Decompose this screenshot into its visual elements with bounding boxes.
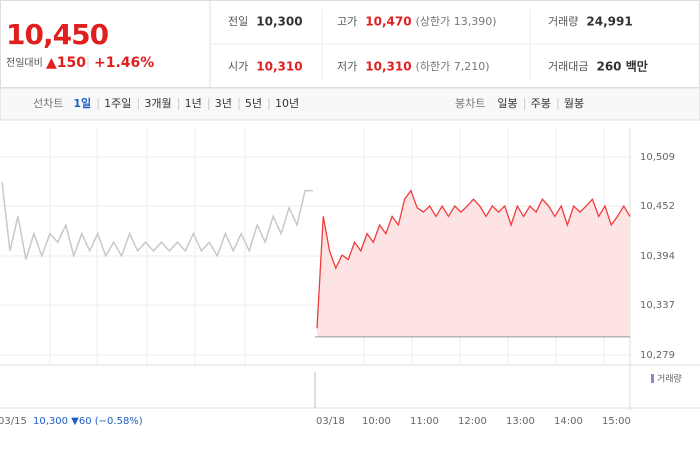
- stat-label: 고가: [337, 15, 357, 28]
- stat-value: 10,310: [256, 60, 302, 74]
- y-tick-label: 10,337: [640, 300, 675, 311]
- x-tick-label: 14:00: [554, 416, 583, 427]
- y-tick-label: 10,509: [640, 152, 675, 163]
- tab[interactable]: 3년: [215, 97, 232, 110]
- stat-label: 저가: [337, 60, 357, 73]
- stat-note: (하한가 7,210): [416, 59, 490, 73]
- stats: 전일 10,300 고가 10,470 (상한가 13,390) 거래량 24,991 시가 1…: [228, 14, 648, 74]
- previous-day-line: [1, 181, 313, 260]
- tab[interactable]: 1주일: [104, 96, 131, 110]
- stat-value: 10,470: [365, 15, 411, 29]
- prev-summary: 10,300 ▼60 (−0.58%): [33, 416, 143, 427]
- stat-note: (상한가 13,390): [416, 15, 497, 28]
- tab[interactable]: 월봉: [564, 97, 584, 110]
- x-tick-label: 13:00: [506, 416, 535, 427]
- x-tick-label: 03/18: [316, 416, 345, 427]
- volume-legend-swatch: [651, 374, 654, 383]
- stat-label: 시가: [228, 60, 248, 73]
- stat-value: 260 백만: [596, 59, 647, 74]
- y-tick-label: 10,279: [640, 350, 675, 361]
- stat-label: 거래대금: [548, 60, 588, 73]
- tab[interactable]: 1일: [73, 96, 91, 110]
- tab-group-label: 선차트: [33, 97, 63, 110]
- stat-label: 전일: [228, 14, 248, 28]
- stat-value: 24,991: [586, 15, 632, 29]
- tab-bar: [0, 87, 700, 121]
- tabs: 선차트 1일 1주일 3개월 1년 3년 5년 10년 봉차트 일봉 주봉 월봉: [33, 96, 584, 110]
- tab[interactable]: 3개월: [144, 97, 171, 110]
- x-tick-label: 10:00: [362, 416, 391, 427]
- change-label: 전일대비: [6, 57, 43, 69]
- tab[interactable]: 10년: [275, 97, 299, 110]
- change-rate: +1.46%: [94, 55, 154, 71]
- tab[interactable]: 5년: [245, 97, 262, 110]
- change: ▲150: [46, 55, 86, 71]
- today-line: [316, 189, 631, 329]
- x-tick-label: 15:00: [602, 416, 631, 427]
- stat-value: 10,300: [256, 15, 302, 29]
- today-area: [317, 190, 630, 337]
- chart: 10,509 10,452 10,394 10,337 10,279 거래량 03/15 10…: [0, 128, 700, 427]
- tab[interactable]: 주봉: [531, 97, 551, 110]
- y-tick-label: 10,394: [640, 251, 675, 262]
- x-tick-label: 11:00: [410, 416, 439, 427]
- stat-label: 거래량: [548, 15, 578, 28]
- y-tick-label: 10,452: [640, 201, 675, 212]
- tab[interactable]: 1년: [185, 97, 202, 110]
- prev-date: 03/15: [0, 416, 27, 427]
- tab-group-label: 봉차트: [455, 97, 485, 110]
- x-tick-label: 12:00: [458, 416, 487, 427]
- volume-legend: 거래량: [657, 373, 682, 385]
- stat-value: 10,310: [365, 60, 411, 74]
- current-price: 10,450: [6, 18, 109, 51]
- tab[interactable]: 일봉: [497, 96, 517, 110]
